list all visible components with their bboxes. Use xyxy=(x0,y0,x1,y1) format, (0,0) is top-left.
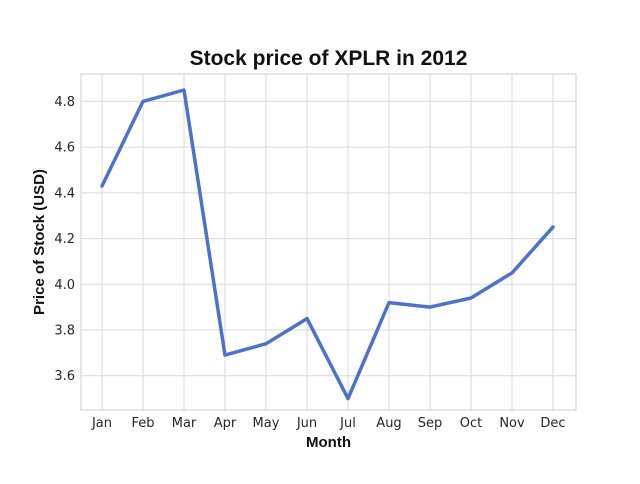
y-tick-label: 4.4 xyxy=(54,186,75,201)
x-tick-label: Aug xyxy=(376,416,401,431)
y-tick-label: 4.2 xyxy=(54,232,75,247)
x-tick-label: Jan xyxy=(91,416,112,431)
x-tick-label: Sep xyxy=(418,416,443,431)
x-tick-label: Mar xyxy=(172,416,197,431)
y-tick-label: 3.8 xyxy=(54,324,75,339)
chart-title: Stock price of XPLR in 2012 xyxy=(190,47,468,70)
x-axis-ticks: Jan Feb Mar Apr May Jun Jul Aug Sep Oct Nov Dec xyxy=(91,416,566,431)
y-tick-label: 4.6 xyxy=(54,141,75,156)
y-tick-label: 3.6 xyxy=(54,369,75,384)
y-tick-label: 4.8 xyxy=(54,95,75,110)
x-tick-label: Dec xyxy=(540,416,565,431)
series-layer xyxy=(102,90,553,399)
x-tick-label: Feb xyxy=(131,416,154,431)
x-tick-label: Jun xyxy=(296,416,317,431)
series-line xyxy=(102,90,553,399)
x-tick-label: Nov xyxy=(499,416,525,431)
x-tick-label: Jul xyxy=(339,416,356,431)
y-axis-label: Price of Stock (USD) xyxy=(31,169,48,315)
y-tick-label: 4.0 xyxy=(54,278,75,293)
x-axis-label: Month xyxy=(306,434,351,451)
x-tick-label: Apr xyxy=(214,416,237,431)
x-tick-label: Oct xyxy=(460,416,482,431)
y-axis-ticks: 3.6 3.8 4.0 4.2 4.4 4.6 4.8 xyxy=(54,95,75,384)
x-tick-label: May xyxy=(253,416,280,431)
